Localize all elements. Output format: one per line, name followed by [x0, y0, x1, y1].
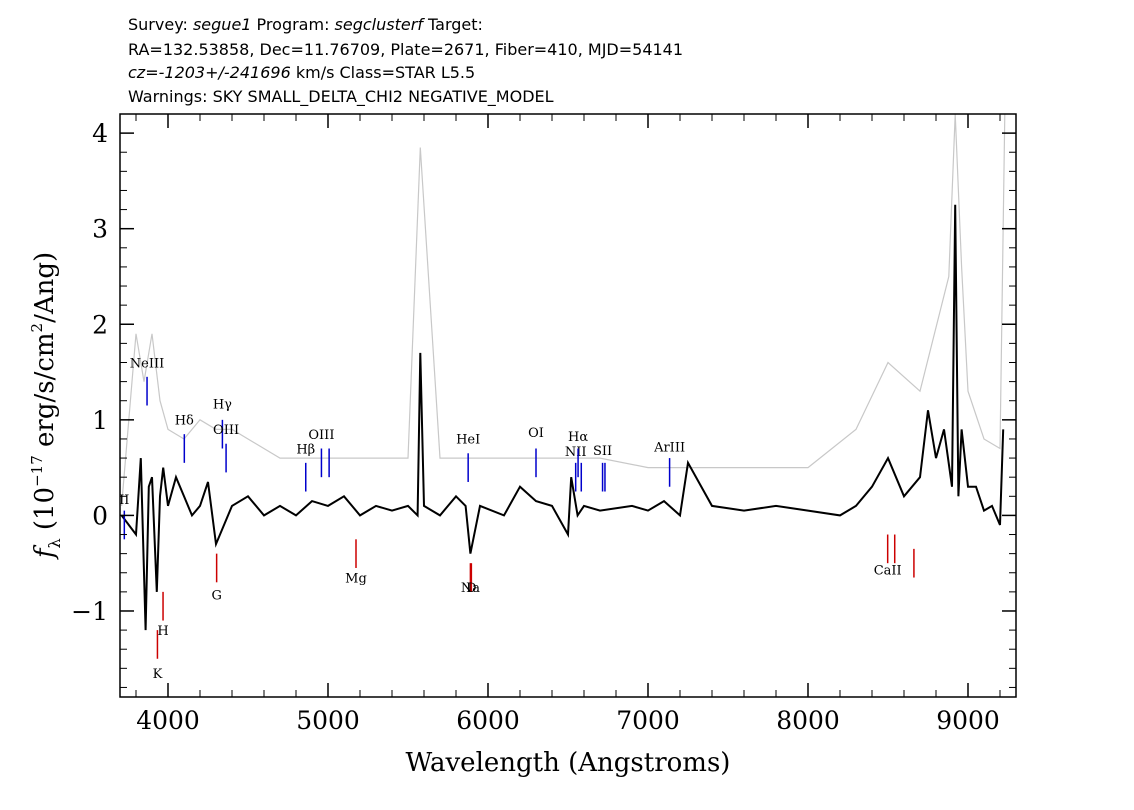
absorption-line-label: Na: [461, 581, 480, 596]
x-tick-label: 7000: [616, 706, 680, 735]
series-error: [121, 114, 1006, 506]
chart-header: Survey: segue1 Program: segclusterf Targ…: [128, 15, 683, 107]
emission-line-label: OIII: [213, 423, 239, 438]
x-tick-label: 6000: [456, 706, 520, 735]
x-axis-title: Wavelength (Angstroms): [406, 748, 731, 778]
emission-line-label: OIII: [308, 428, 334, 443]
x-tick-label: 5000: [296, 706, 360, 735]
absorption-line-label: G: [211, 589, 221, 604]
series-layer: [120, 114, 1006, 631]
emission-line-label: NeIII: [130, 356, 164, 371]
header-line-survey: Survey: segue1 Program: segclusterf Targ…: [128, 15, 483, 34]
y-tick-label: −1: [71, 597, 108, 626]
x-tick-label: 4000: [136, 706, 200, 735]
emission-line-label: II: [119, 493, 129, 508]
absorption-line-label: H: [157, 624, 168, 639]
emission-line-label: SII: [593, 444, 612, 459]
emission-line-label: Hβ: [296, 442, 315, 457]
absorption-line-label: K: [153, 667, 163, 682]
header-line-warnings: Warnings: SKY SMALL_DELTA_CHI2 NEGATIVE_…: [128, 87, 554, 107]
emission-line-label: Hγ: [213, 397, 232, 412]
emission-line-label: ArIII: [653, 440, 685, 455]
absorption-line-label: CaII: [874, 564, 902, 579]
y-tick-label: 0: [92, 501, 108, 530]
absorption-line-label: D: [466, 581, 476, 596]
emission-line-label: Hα: [568, 430, 588, 445]
emission-line-label: HeI: [456, 433, 480, 448]
x-tick-label: 9000: [936, 706, 1000, 735]
absorption-line-label: Mg: [345, 571, 367, 586]
axis-ticks: 4000 5000 6000 7000 8000 9000 −1 0 1 2 3 4: [71, 113, 1016, 735]
emission-line-label: NII: [565, 445, 587, 460]
series-flux: [120, 204, 1005, 631]
emission-line-label: OI: [528, 426, 544, 441]
header-line-coordinates: RA=132.53858, Dec=11.76709, Plate=2671, …: [128, 40, 683, 59]
x-tick-label: 8000: [776, 706, 840, 735]
y-tick-label: 4: [92, 119, 108, 148]
y-tick-label: 2: [92, 310, 108, 339]
y-tick-label: 3: [92, 215, 108, 244]
y-axis-title: fλ (10−17 erg/s/cm2/Ang): [28, 252, 64, 560]
plot-frame: [119, 113, 1017, 698]
y-tick-label: 1: [92, 406, 108, 435]
header-line-redshift: cz=-1203+/-241696 km/s Class=STAR L5.5: [128, 63, 475, 82]
emission-line-label: Hδ: [175, 414, 194, 429]
